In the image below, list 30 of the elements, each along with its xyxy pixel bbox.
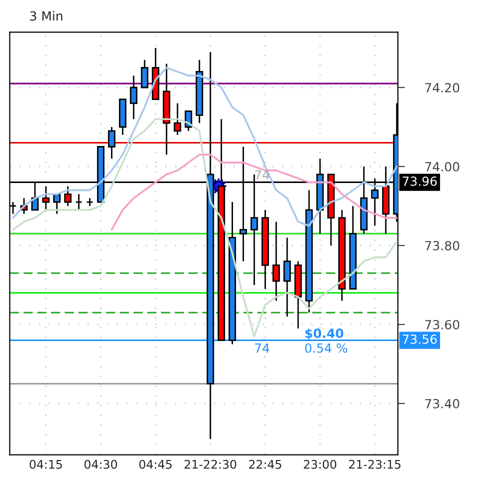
candlestick xyxy=(174,102,182,136)
y-tick-label: 73.40 xyxy=(425,398,460,408)
line-series xyxy=(12,66,398,227)
candlestick xyxy=(64,186,72,207)
y-tick-label: 73.80 xyxy=(425,240,460,250)
y-tick-label: 74.00 xyxy=(425,162,460,172)
x-tick-label: 22:45 xyxy=(249,460,282,469)
annotation: $0.40 xyxy=(305,328,344,340)
candlestick xyxy=(108,126,116,160)
line-series xyxy=(110,154,398,231)
x-tick-label: 21-23:15 xyxy=(349,460,400,469)
candlestick xyxy=(86,197,94,207)
chart-title: 3 Min xyxy=(30,11,62,21)
y-tick-label: 74.20 xyxy=(425,82,460,92)
candlestick xyxy=(283,236,291,318)
ref-line-label: 73.96 xyxy=(402,176,437,186)
annotation: 0.54 % xyxy=(305,343,348,353)
ref-line-label: 73.56 xyxy=(402,334,437,344)
candlestick xyxy=(75,193,83,211)
candlestick xyxy=(272,221,280,302)
x-tick-label: 04:15 xyxy=(30,460,62,469)
x-tick-label: 04:30 xyxy=(84,460,117,469)
annotation: 74 xyxy=(255,344,270,353)
x-tick-label: 23:00 xyxy=(304,460,336,469)
candlestick xyxy=(42,186,50,211)
x-tick-label: 04:45 xyxy=(139,460,172,469)
y-tick-label: 73.60 xyxy=(425,320,460,330)
x-tick-label: 21-22:30 xyxy=(184,460,236,469)
candlestick xyxy=(140,59,148,88)
candlestick xyxy=(130,74,138,120)
